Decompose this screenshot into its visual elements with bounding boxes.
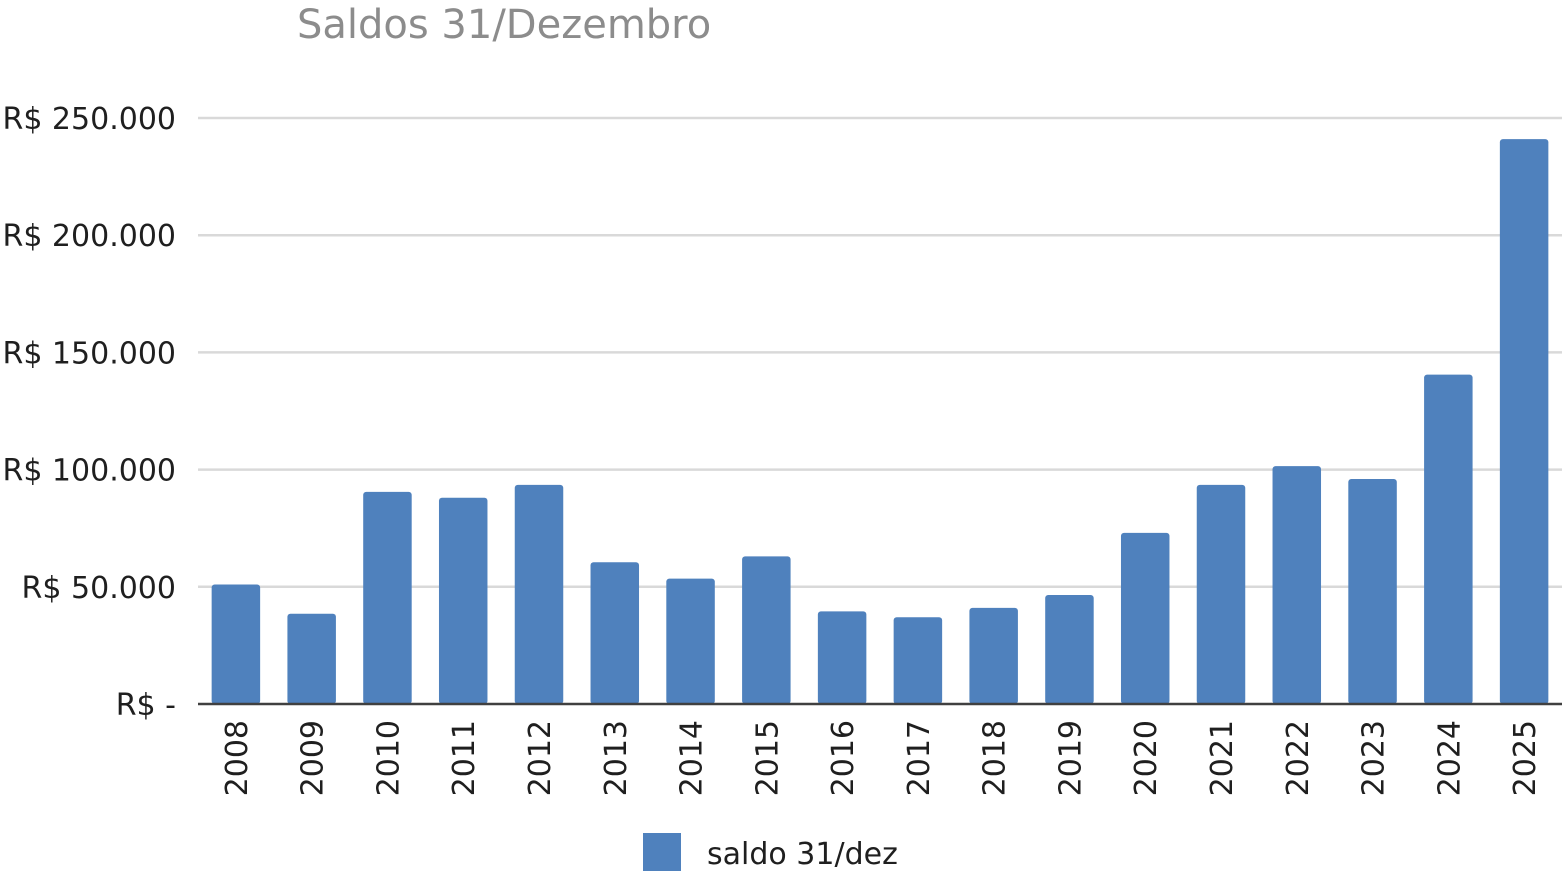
x-tick-label: 2010 [371,720,406,796]
x-tick-label: 2015 [750,720,785,796]
x-axis-tick-labels: 2008 2009 2010 2011 2012 2013 2014 2015 2016 2017… [220,720,1543,796]
bar-2014 [666,578,715,704]
y-tick-label: R$ - [116,688,176,723]
x-tick-label: 2019 [1053,720,1088,796]
y-tick-label: R$ 100.000 [2,454,176,489]
bar-2020 [1120,532,1170,704]
x-tick-label: 2025 [1508,720,1543,796]
y-axis-tick-labels: R$ - R$ 50.000 R$ 100.000 R$ 150.000 R$ 200.… [2,102,176,723]
x-tick-label: 2011 [447,720,482,796]
y-tick-label: R$ 150.000 [2,336,176,371]
bar-2018 [969,607,1018,704]
y-tick-label: R$ 250.000 [2,102,176,137]
x-tick-label: 2017 [902,720,937,796]
bar-2025 [1499,139,1549,704]
x-tick-label: 2023 [1357,720,1392,796]
bar-2015 [742,556,791,704]
x-tick-label: 2009 [296,720,331,796]
x-tick-label: 2024 [1432,720,1467,796]
x-tick-label: 2016 [826,720,861,796]
x-tick-label: 2014 [675,720,710,796]
y-tick-label: R$ 200.000 [2,219,176,254]
x-tick-label: 2012 [523,720,558,796]
y-tick-label: R$ 50.000 [22,571,176,606]
x-tick-label: 2018 [978,720,1013,796]
bar-2024 [1424,374,1473,704]
bar-2021 [1196,484,1246,704]
gridlines [198,116,1562,589]
x-tick-label: 2013 [599,720,634,796]
legend-swatch [643,833,681,871]
bar-2008 [211,584,261,704]
bar-2010 [363,491,412,704]
bar-2013 [590,562,640,704]
x-tick-label: 2022 [1281,720,1316,796]
bar-2009 [287,613,336,704]
bar-2016 [817,611,867,704]
x-tick-label: 2008 [220,720,255,796]
bar-2012 [514,484,564,704]
legend-label: saldo 31/dez [707,837,898,872]
bar-2023 [1348,478,1397,704]
bar-2022 [1272,466,1322,704]
bar-2017 [893,617,943,704]
legend: saldo 31/dez [643,833,898,872]
chart-title: Saldos 31/Dezembro [297,2,711,48]
bar-2019 [1045,595,1094,704]
bar-2011 [438,497,488,704]
x-tick-label: 2021 [1205,720,1240,796]
x-tick-label: 2020 [1129,720,1164,796]
bars [211,139,1549,704]
